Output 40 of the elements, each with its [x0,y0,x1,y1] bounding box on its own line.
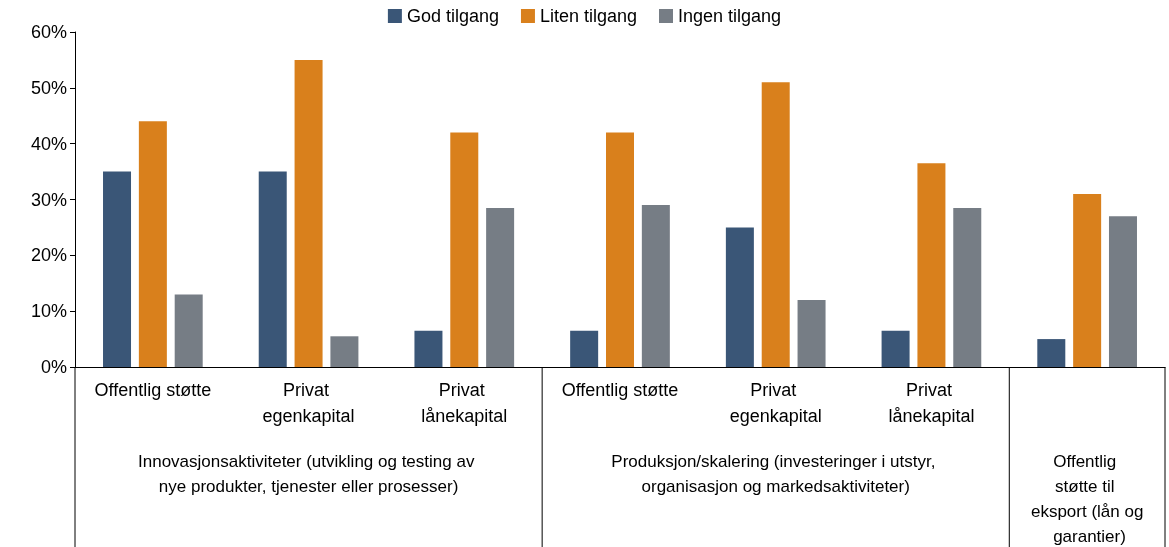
y-tick-label: 30% [30,189,67,210]
bar [450,132,479,367]
bar [797,300,826,367]
bar [330,336,359,367]
x-tick-label: Privat lånekapital [888,380,975,426]
bar [1037,339,1066,367]
legend-label: God tilgang [406,6,499,26]
legend-label: Ingen tilgang [678,6,782,26]
y-tick-label: 20% [30,245,67,266]
bar [294,59,323,367]
legend-label: Liten tilgang [539,6,638,26]
bar [725,227,754,367]
x-tick-label: Privat egenkapital [729,380,822,426]
bar [606,132,634,367]
y-tick-label: 0% [40,357,67,377]
x-tick-label: Privat egenkapital [262,380,355,426]
bar [881,330,910,367]
bar [761,82,790,367]
bar [138,121,167,367]
y-tick-label: 50% [30,77,67,98]
bar [486,207,515,367]
x-tick-label: Offentlig støtte [94,380,212,400]
bar [917,163,946,367]
x-tick-label: Offentlig støtte [561,380,679,400]
text: Offentlig støtte til eksport (lån og garantier) [1030,452,1144,546]
bar [641,205,670,367]
bar [1108,216,1137,367]
y-tick-label: 40% [30,133,67,154]
bar [570,330,599,367]
y-tick-label: 60% [30,22,67,42]
text: Innovasjonsaktiviteter (utvikling og testing av nye produkter, tjenester eller prosesser) [138,452,480,496]
x-tick-label: Privat lånekapital [421,380,508,426]
bar [953,207,982,367]
bar [174,294,203,367]
bar [258,171,287,367]
bar [103,171,132,367]
bar [414,330,443,367]
bar [1073,193,1102,367]
y-tick-label: 10% [30,301,67,322]
text: Produksjon/skalering (investeringer i utstyr, organisasjon og markedsaktiviteter) [611,452,941,496]
